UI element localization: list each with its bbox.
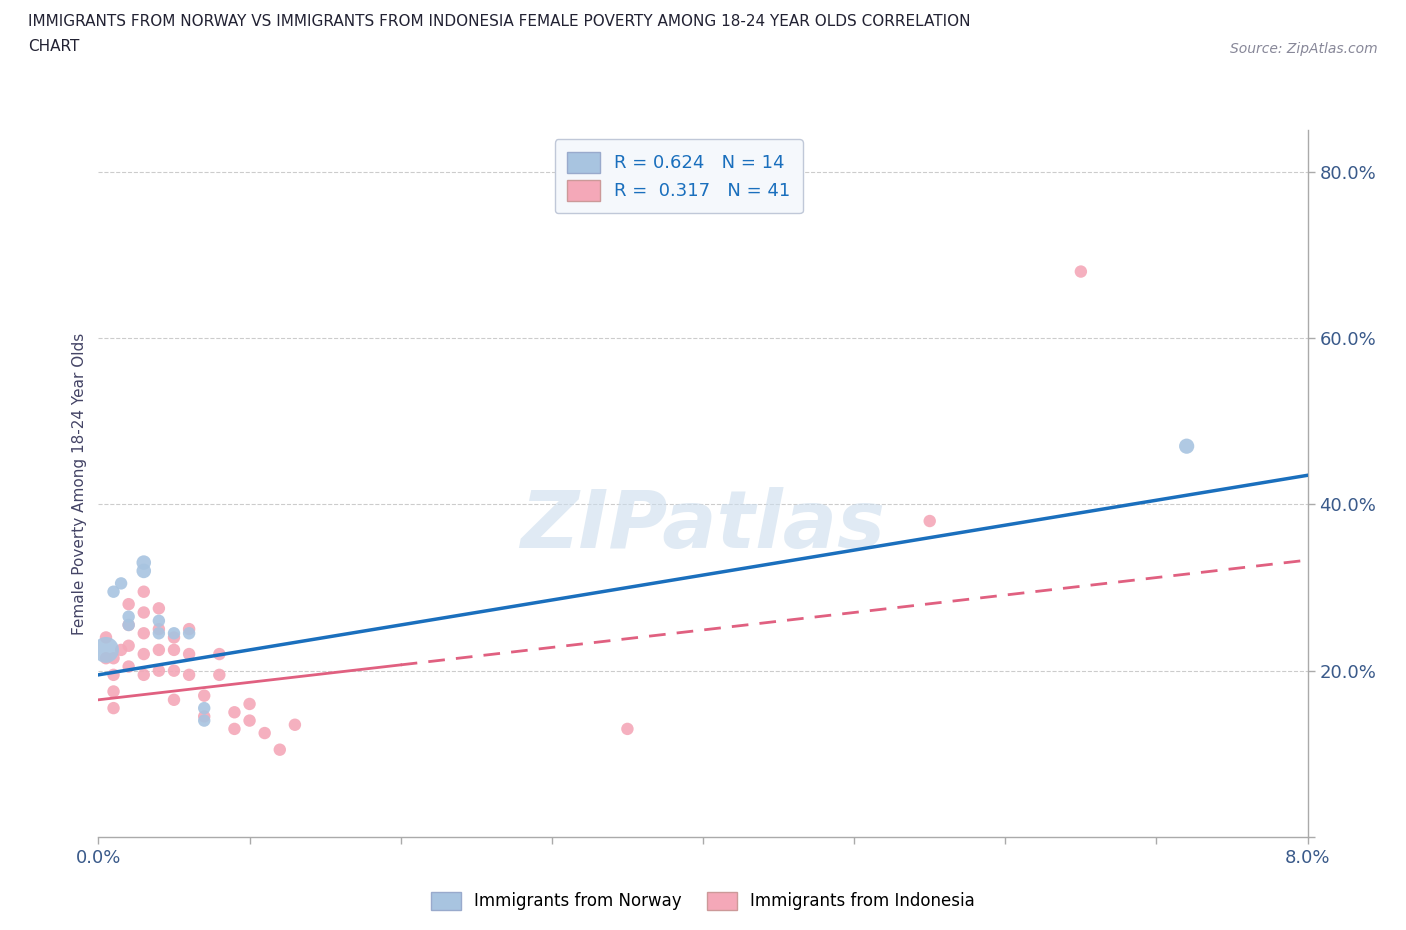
Point [284, 717, 307, 732]
Point [148, 621, 170, 636]
Point [269, 742, 291, 757]
Legend: Immigrants from Norway, Immigrants from Indonesia: Immigrants from Norway, Immigrants from … [425, 885, 981, 917]
Y-axis label: Female Poverty Among 18-24 Year Olds: Female Poverty Among 18-24 Year Olds [72, 333, 87, 635]
Point [94, 643, 117, 658]
Point [148, 643, 170, 658]
Point [118, 609, 141, 624]
Point [110, 643, 132, 658]
Point [163, 630, 186, 644]
Text: ZIPatlas: ZIPatlas [520, 487, 886, 565]
Point [193, 713, 215, 728]
Point [118, 618, 141, 632]
Point [208, 668, 231, 683]
Point [94, 630, 117, 644]
Point [148, 626, 170, 641]
Point [148, 601, 170, 616]
Point [132, 626, 155, 641]
Point [253, 725, 276, 740]
Point [110, 576, 132, 591]
Point [193, 688, 215, 703]
Point [224, 722, 246, 737]
Point [193, 700, 215, 715]
Text: Source: ZipAtlas.com: Source: ZipAtlas.com [1230, 42, 1378, 56]
Point [103, 584, 125, 599]
Text: IMMIGRANTS FROM NORWAY VS IMMIGRANTS FROM INDONESIA FEMALE POVERTY AMONG 18-24 Y: IMMIGRANTS FROM NORWAY VS IMMIGRANTS FRO… [28, 14, 970, 29]
Point [918, 513, 941, 528]
Point [132, 646, 155, 661]
Point [163, 663, 186, 678]
Point [148, 614, 170, 629]
Point [1070, 264, 1092, 279]
Point [118, 618, 141, 632]
Point [239, 697, 262, 711]
Point [616, 722, 638, 737]
Point [163, 692, 186, 707]
Point [148, 663, 170, 678]
Point [163, 626, 186, 641]
Point [103, 651, 125, 666]
Point [94, 651, 117, 666]
Point [132, 605, 155, 620]
Point [118, 597, 141, 612]
Point [132, 668, 155, 683]
Legend: R = 0.624   N = 14, R =  0.317   N = 41: R = 0.624 N = 14, R = 0.317 N = 41 [554, 140, 803, 214]
Point [118, 659, 141, 674]
Point [132, 584, 155, 599]
Point [179, 646, 201, 661]
Point [193, 709, 215, 724]
Point [1175, 439, 1198, 454]
Point [208, 646, 231, 661]
Point [179, 668, 201, 683]
Point [132, 555, 155, 570]
Point [103, 700, 125, 715]
Text: CHART: CHART [28, 39, 80, 54]
Point [103, 668, 125, 683]
Point [118, 638, 141, 653]
Point [163, 643, 186, 658]
Point [224, 705, 246, 720]
Point [132, 564, 155, 578]
Point [103, 684, 125, 699]
Point [179, 621, 201, 636]
Point [239, 713, 262, 728]
Point [179, 626, 201, 641]
